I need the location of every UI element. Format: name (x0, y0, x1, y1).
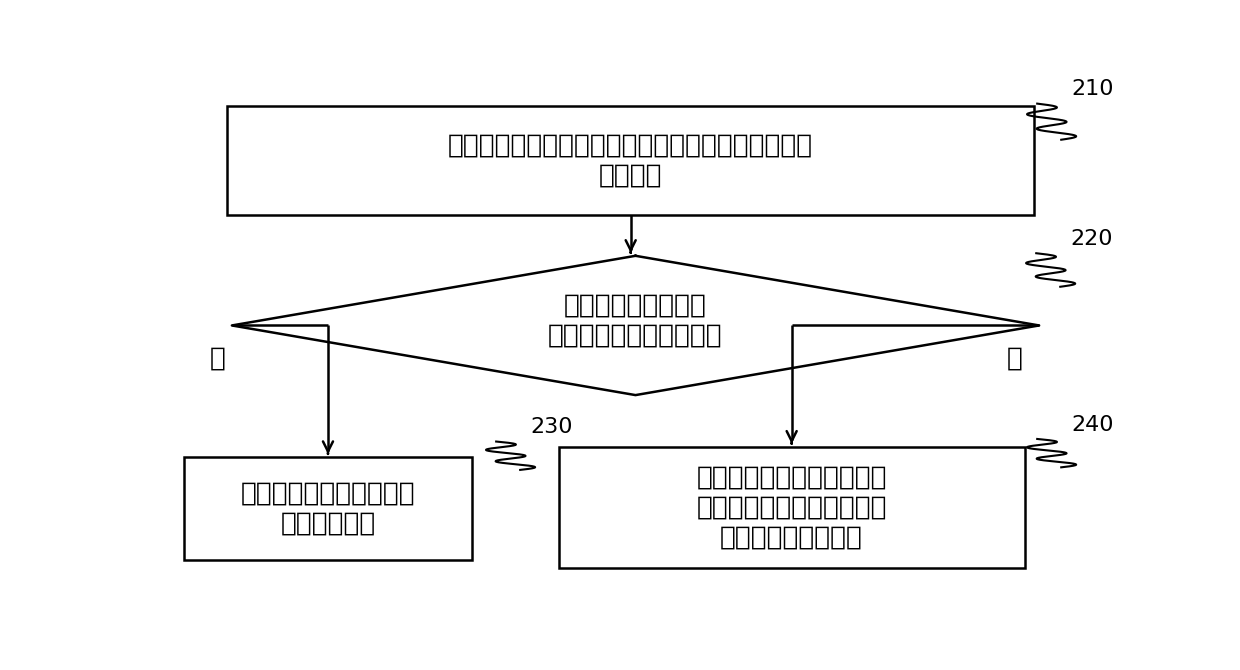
Text: 210: 210 (1071, 80, 1114, 99)
Text: 显示板中应用程序正常运行时，将所有参数保存在系
统文件中: 显示板中应用程序正常运行时，将所有参数保存在系 统文件中 (448, 133, 813, 188)
Text: 230: 230 (531, 417, 573, 438)
Text: 220: 220 (1070, 229, 1112, 249)
Text: 判断应用程序的异常
退出重启次数是否大于零: 判断应用程序的异常 退出重启次数是否大于零 (548, 292, 723, 348)
Text: 是: 是 (210, 346, 226, 372)
Bar (184, 457, 472, 560)
Text: 将参数写入应用程序，并
重启外设接口: 将参数写入应用程序，并 重启外设接口 (241, 480, 415, 537)
Text: 将非记忆参数恢复为默认值
，将参数中除非记忆参数外
的参数写入应用程序: 将非记忆参数恢复为默认值 ，将参数中除非记忆参数外 的参数写入应用程序 (697, 464, 887, 550)
Text: 240: 240 (1071, 415, 1114, 435)
Bar (227, 106, 1034, 214)
Bar (558, 447, 1024, 568)
Text: 否: 否 (1007, 346, 1023, 372)
